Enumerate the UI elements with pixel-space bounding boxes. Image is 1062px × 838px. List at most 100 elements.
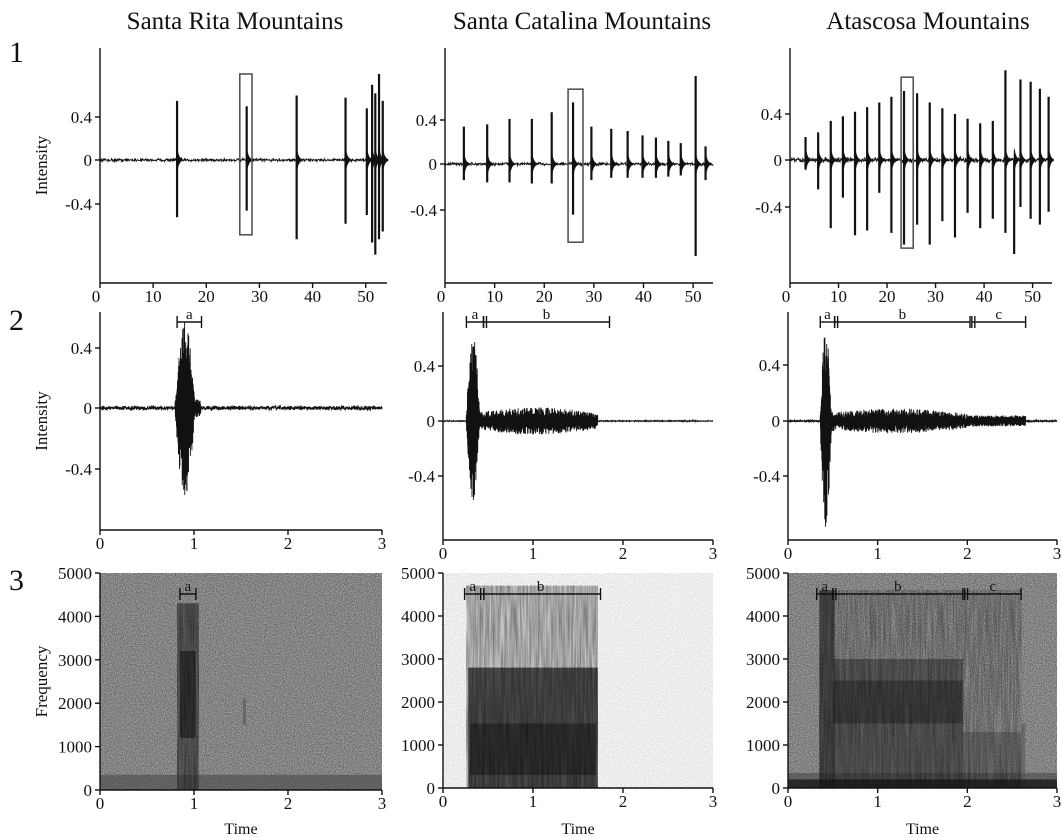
spike-ring-r1c2-12 — [680, 153, 687, 175]
spike-r1c3-20 — [1038, 88, 1046, 225]
x-tick-label-r1c1-0: 0 — [92, 287, 101, 306]
axes-r2c2: 0 1 2 3 0.4 0 -0.4 — [408, 312, 717, 563]
panel-title-atascosa: Atascosa Mountains — [826, 8, 1029, 35]
spike-ring-r1c3-19 — [1030, 148, 1036, 171]
y-tick-label-r2c1-0: 0.4 — [71, 339, 93, 358]
y-tick-label-r3c3-0: 0 — [772, 779, 781, 798]
spike-ring-r1c1-0 — [176, 149, 183, 170]
energy-streak-r3c2 — [466, 585, 598, 788]
axes-r1c2: 0 10 20 30 40 50 0.4 0 -0.4 — [410, 48, 713, 306]
x-tick-label-r1c1-4: 40 — [304, 287, 321, 306]
spike-r1c2-14 — [704, 146, 711, 181]
spike-r1c3-21 — [1047, 96, 1054, 212]
spike-r1c2-4 — [550, 112, 558, 184]
x-tick-label-r3c3-3: 3 — [1053, 792, 1062, 811]
panel-title-santa-rita: Santa Rita Mountains — [127, 8, 344, 35]
spectrogram-r3c2 — [443, 573, 713, 788]
energy-core-r3c2 — [470, 723, 596, 776]
segment-r2c3-b: b — [833, 307, 971, 328]
x-tick-label-r1c3-0: 0 — [782, 287, 791, 306]
x-tick-label-r3c3-1: 1 — [873, 792, 882, 811]
spike-ring-r1c3-14 — [979, 148, 986, 171]
x-tick-label-r3c1-2: 2 — [284, 794, 293, 813]
x-tick-label-r1c2-2: 20 — [536, 287, 553, 306]
spike-ring-r1c2-2 — [509, 153, 515, 175]
y-tick-label-r2c2-0: 0.4 — [414, 357, 436, 376]
y-tick-label-r1c1-1: 0 — [84, 151, 93, 170]
spike-r1c3-17 — [1013, 148, 1020, 254]
panel-title-santa-catalina: Santa Catalina Mountains — [453, 8, 711, 35]
spectrogram-r3c1 — [100, 573, 382, 790]
x-tick-label-r2c2-1: 1 — [529, 544, 538, 563]
waveform-r2c3 — [787, 337, 1058, 527]
x-tick-label-r1c2-5: 50 — [685, 287, 702, 306]
segment-label-r2c3-2: c — [995, 307, 1002, 323]
x-tick-label-r1c2-3: 30 — [585, 287, 602, 306]
x-tick-label-r3c3-0: 0 — [784, 792, 793, 811]
spike-ring-r1c3-8 — [903, 148, 910, 171]
spike-r1c3-11 — [941, 108, 948, 222]
y-tick-label-r1c2-2: -0.4 — [410, 201, 437, 220]
y-tick-label-r3c2-3: 3000 — [401, 650, 435, 669]
spike-ring-r1c2-7 — [610, 153, 617, 175]
y-tick-label-r3c3-5: 5000 — [746, 564, 780, 583]
spike-r1c2-5 — [571, 102, 579, 215]
segment-r2c3-c: c — [971, 307, 1027, 328]
energy-streak-r3c1 — [177, 603, 199, 790]
y-tick-label-r1c2-1: 0 — [429, 155, 438, 174]
segment-label-r3c3-1: b — [894, 579, 902, 595]
spike-ring-r1c3-16 — [1004, 148, 1011, 171]
highlight-box-r1c3 — [900, 76, 915, 249]
y-tick-label-r2c1-2: -0.4 — [65, 460, 92, 479]
spike-r1c2-0 — [462, 126, 470, 181]
spike-r1c1-2 — [295, 95, 303, 240]
x-tick-label-r2c2-3: 3 — [709, 544, 718, 563]
spike-r1c2-2 — [508, 118, 515, 183]
spike-r1c2-7 — [610, 128, 617, 178]
baseline-r1c1 — [99, 156, 388, 164]
spike-r1c1-3 — [344, 97, 352, 224]
click-r3c1 — [242, 698, 246, 725]
x-tick-label-r3c1-1: 1 — [190, 794, 199, 813]
y-tick-label-r3c2-1: 1000 — [401, 736, 435, 755]
spike-ring-r1c3-10 — [929, 148, 936, 171]
axes-r2c1: 0 1 2 3 0.4 0 -0.4 Intensity — [32, 312, 386, 553]
segment-label-r2c2-0: a — [472, 307, 479, 323]
axes-r1c3: 0 10 20 30 40 50 0.4 0 -0.4 — [755, 48, 1052, 306]
y-tick-label-r1c2-0: 0.4 — [416, 111, 438, 130]
spike-r1c3-0 — [804, 137, 811, 171]
row-label-3: 3 — [9, 564, 24, 597]
spike-ring-r1c3-12 — [954, 148, 961, 171]
spike-r1c3-5 — [866, 107, 873, 231]
x-tick-label-r1c1-2: 20 — [198, 287, 215, 306]
x-tick-label-r1c2-0: 0 — [437, 287, 446, 306]
axes-r2c3: 0 1 2 3 0.4 0 -0.4 — [753, 312, 1061, 563]
spike-r1c2-8 — [626, 131, 634, 178]
segment-r3c3-c: c — [963, 579, 1022, 600]
x-tick-label-r1c3-5: 50 — [1024, 287, 1041, 306]
low-band-r3c1 — [100, 774, 382, 790]
spike-r1c3-4 — [853, 111, 861, 236]
spike-ring-r1c3-3 — [842, 148, 849, 171]
segment-label-r3c2-0: a — [469, 579, 476, 595]
spike-ring-r1c3-9 — [916, 148, 923, 171]
y-tick-label-r2c1-1: 0 — [84, 399, 93, 418]
spike-ring-r1c2-9 — [642, 153, 648, 175]
x-axis-label-r3c3: Time — [906, 821, 939, 838]
spike-ring-r1c3-7 — [890, 148, 897, 171]
spike-ring-r1c3-20 — [1039, 148, 1046, 171]
axes-r3c2: 0 1 2 3 0 1000 2000 3000 4000 5000 Time — [401, 564, 717, 838]
x-tick-label-r3c3-2: 2 — [963, 792, 972, 811]
spike-ring-r1c1-3 — [345, 149, 352, 170]
waveform-r2c1 — [99, 321, 383, 496]
y-tick-label-r3c3-1: 1000 — [746, 736, 780, 755]
x-tick-label-r1c3-2: 20 — [879, 287, 896, 306]
y-tick-label-r2c3-1: 0 — [772, 412, 781, 431]
spike-ring-r1c2-1 — [486, 153, 493, 175]
spike-ring-r1c3-6 — [878, 148, 885, 171]
spike-r1c3-9 — [916, 93, 923, 225]
low-band-r3c3 — [788, 779, 1057, 788]
x-tick-label-r1c2-4: 40 — [635, 287, 652, 306]
spike-ring-r1c2-13 — [695, 153, 702, 175]
